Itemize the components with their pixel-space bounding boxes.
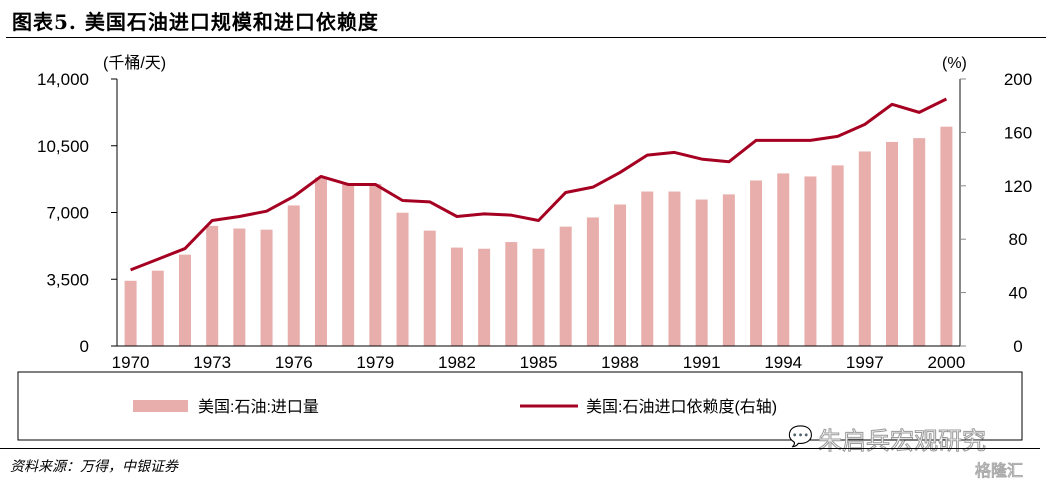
bar-1996 <box>831 165 844 346</box>
right-tick-label: 200 <box>1004 70 1032 89</box>
x-tick-label: 1994 <box>764 353 802 372</box>
bar-1999 <box>913 138 926 346</box>
bar-1970 <box>124 280 137 346</box>
right-unit-label: (%) <box>942 55 967 72</box>
bar-1973 <box>206 225 219 346</box>
bar-1988 <box>614 204 627 346</box>
bar-1979 <box>369 183 382 346</box>
x-tick-label: 1988 <box>601 353 639 372</box>
bar-1984 <box>505 242 518 346</box>
footer-divider <box>0 448 1040 449</box>
dependency-line <box>130 97 948 272</box>
x-tick-label: 1976 <box>275 353 313 372</box>
bar-2000 <box>940 126 953 346</box>
bar-1990 <box>668 191 681 346</box>
bar-1995 <box>804 176 817 346</box>
chart: (千桶/天) (%) 0 3,500 7,000 10,500 14,000 0 40 80 1… <box>17 54 1032 441</box>
bar-1978 <box>342 184 355 346</box>
left-tick-label: 10,500 <box>37 137 89 156</box>
left-tick-label: 0 <box>80 337 89 356</box>
bar-1975 <box>260 229 273 346</box>
bar-1986 <box>559 226 572 346</box>
bar-1998 <box>886 141 899 346</box>
bar-1981 <box>423 230 436 346</box>
source-note: 资料来源：万得，中银证券 <box>10 459 178 475</box>
bar-1991 <box>695 199 708 346</box>
bar-1971 <box>151 270 164 346</box>
right-tick-label: 160 <box>1004 123 1032 142</box>
x-tick-label: 2000 <box>927 353 965 372</box>
right-tick-label: 80 <box>1009 230 1028 249</box>
bar-1980 <box>396 212 409 346</box>
bar-1987 <box>586 217 599 346</box>
bar-1983 <box>478 248 491 346</box>
x-tick-label: 1985 <box>520 353 558 372</box>
watermark: 朱启兵宏观研究 <box>818 427 987 456</box>
bar-1976 <box>287 205 300 346</box>
x-tick-label: 1982 <box>438 353 476 372</box>
left-tick-label: 7,000 <box>46 204 89 223</box>
x-tick-label: 1991 <box>683 353 721 372</box>
left-unit-label: (千桶/天) <box>103 54 166 72</box>
right-tick-label: 0 <box>1013 337 1022 356</box>
bar-1997 <box>858 151 871 346</box>
legend-bar-swatch <box>133 400 188 412</box>
x-tick-label: 1973 <box>193 353 231 372</box>
right-tick-label: 120 <box>1004 177 1032 196</box>
bar-1974 <box>233 228 246 346</box>
bar-1994 <box>777 173 790 346</box>
bar-1992 <box>722 194 735 346</box>
bar-1982 <box>450 247 463 346</box>
legend-bar-label: 美国:石油:进口量 <box>198 398 319 416</box>
bar-1993 <box>750 180 763 346</box>
legend-line-label: 美国:石油进口依赖度(右轴) <box>586 398 777 416</box>
x-tick-label: 1997 <box>846 353 884 372</box>
x-tick-label: 1979 <box>356 353 394 372</box>
x-tick-label: 1970 <box>112 353 150 372</box>
watermark-logo: 格隆汇 <box>974 461 1024 481</box>
right-tick-label: 40 <box>1009 284 1028 303</box>
wechat-icon: 💬 <box>788 424 813 448</box>
chart-title: 图表5. 美国石油进口规模和进口依赖度 <box>12 10 379 34</box>
bar-1972 <box>178 254 191 346</box>
bar-1977 <box>314 177 327 346</box>
bar-1985 <box>532 248 545 346</box>
bar-1989 <box>641 191 654 346</box>
left-tick-label: 3,500 <box>46 270 89 289</box>
left-tick-label: 14,000 <box>37 70 89 89</box>
title-divider <box>6 37 1046 38</box>
legend-box <box>17 371 1023 441</box>
